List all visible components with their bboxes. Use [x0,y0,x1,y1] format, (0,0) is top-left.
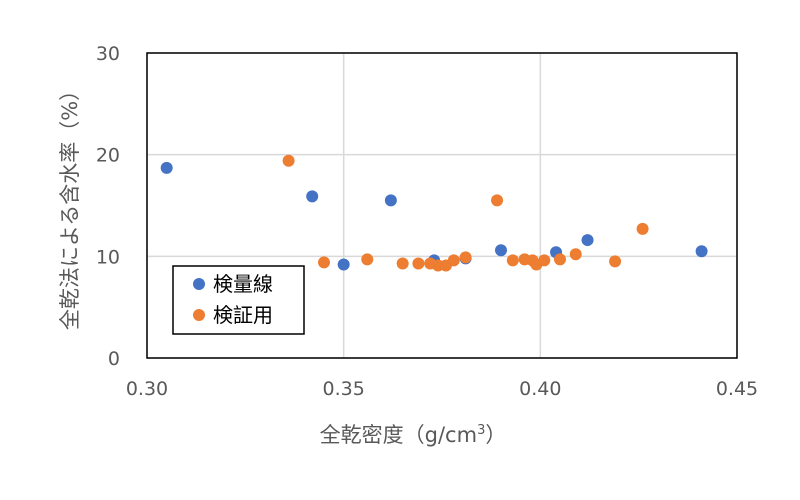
x-tick-label: 0.30 [126,378,168,400]
data-point-series-2 [538,254,551,267]
data-point-series-1 [581,234,594,247]
data-point-series-1 [495,244,507,257]
y-tick-label: 0 [108,348,120,370]
x-tick-label: 0.45 [716,378,758,400]
x-axis-title-text: 全乾密度（g/cm [320,423,477,447]
data-point-series-2 [569,248,582,261]
legend-label-series-1: 検量線 [213,272,273,296]
data-point-series-2 [459,251,472,264]
y-axis-tick-labels: 0 10 20 30 [96,43,120,370]
legend-marker-series-2 [193,309,205,321]
data-points [160,154,708,272]
data-point-series-2 [554,253,566,266]
data-point-series-2 [447,254,460,267]
x-axis-title-close: ） [485,423,506,447]
data-point-series-1 [337,258,350,271]
y-tick-label: 10 [96,246,120,268]
x-axis-title: 全乾密度（g/cm3） [320,423,507,447]
data-point-series-2 [282,154,295,167]
data-point-series-1 [384,194,397,207]
legend-label-series-2: 検証用 [213,303,273,327]
data-point-series-2 [506,254,519,267]
y-axis-title: 全乾法による含水率（%） [58,80,82,330]
legend-box [172,265,305,335]
data-point-series-1 [306,190,319,203]
x-axis-title-superscript: 3 [477,423,485,438]
plot-area-border [146,52,738,359]
data-point-series-2 [396,257,409,270]
x-tick-label: 0.35 [323,378,365,400]
data-point-series-1 [160,161,173,174]
data-point-series-2 [491,194,504,207]
data-point-series-2 [609,255,622,268]
data-point-series-2 [361,253,374,266]
legend-marker-series-1 [193,278,205,290]
data-point-series-2 [412,257,425,270]
y-tick-label: 30 [96,43,120,65]
y-tick-label: 20 [96,145,120,167]
data-point-series-2 [318,256,330,269]
x-axis-tick-labels: 0.30 0.35 0.40 0.45 [126,378,758,400]
data-point-series-2 [636,222,649,235]
data-point-series-1 [695,245,708,258]
x-tick-label: 0.40 [519,378,561,400]
legend: 検量線 検証用 [172,265,305,335]
